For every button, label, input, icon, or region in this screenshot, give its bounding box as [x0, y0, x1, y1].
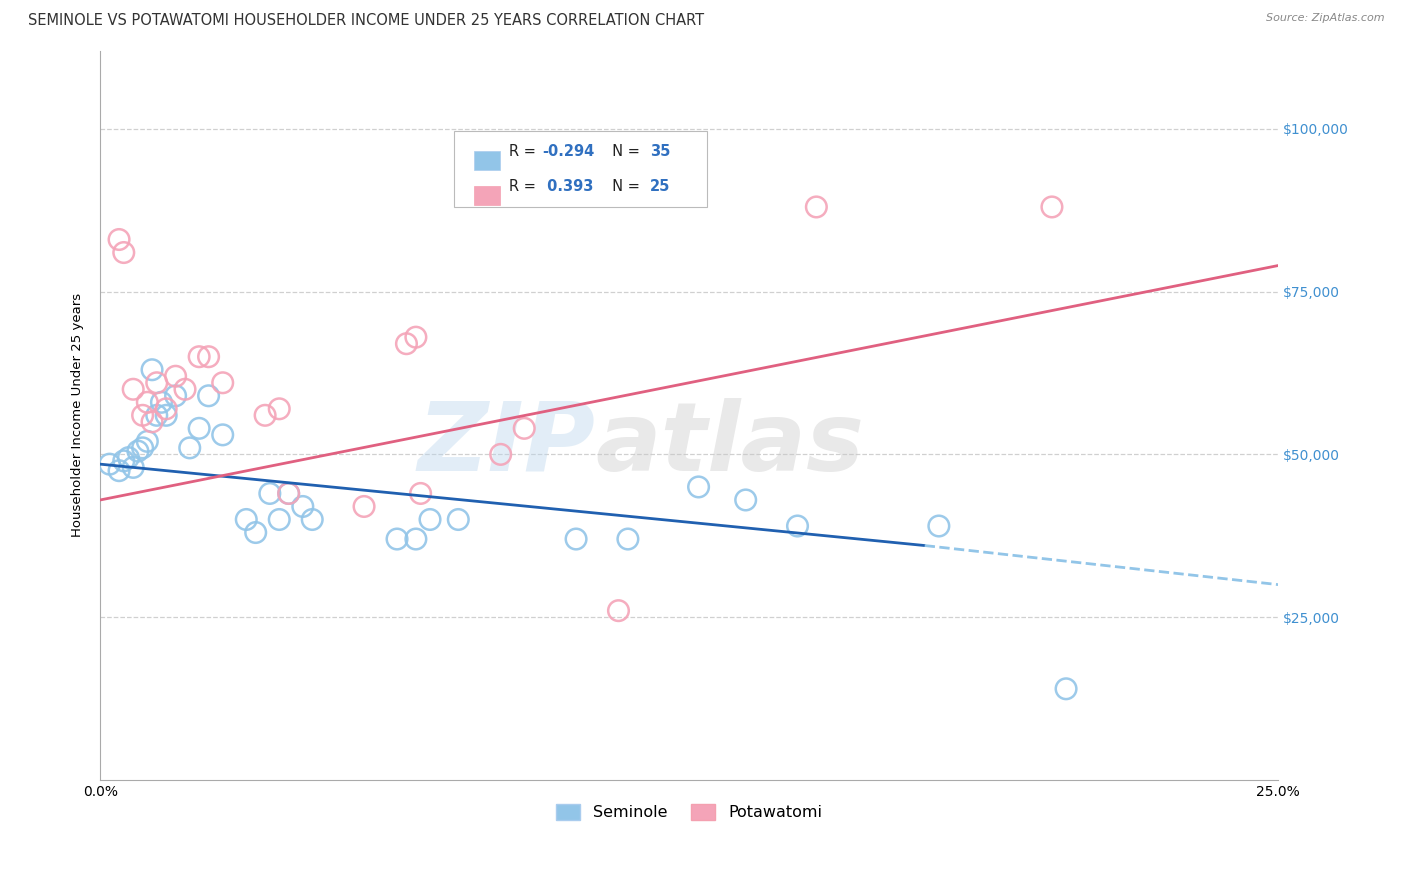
- Point: [112, 245, 135, 260]
- FancyBboxPatch shape: [474, 186, 499, 204]
- Point: [136, 395, 159, 409]
- Point: [179, 441, 201, 455]
- Point: [150, 395, 173, 409]
- Point: [786, 519, 808, 533]
- Point: [269, 512, 291, 526]
- Text: N =: N =: [603, 145, 645, 160]
- Point: [141, 415, 163, 429]
- Text: R =: R =: [509, 145, 540, 160]
- Text: SEMINOLE VS POTAWATOMI HOUSEHOLDER INCOME UNDER 25 YEARS CORRELATION CHART: SEMINOLE VS POTAWATOMI HOUSEHOLDER INCOM…: [28, 13, 704, 29]
- Point: [131, 441, 153, 455]
- Point: [131, 409, 153, 423]
- Point: [98, 457, 121, 471]
- Point: [928, 519, 950, 533]
- Point: [117, 450, 139, 465]
- Point: [197, 350, 219, 364]
- Point: [112, 454, 135, 468]
- Point: [617, 532, 640, 546]
- Point: [301, 512, 323, 526]
- Text: 35: 35: [651, 145, 671, 160]
- Point: [277, 486, 299, 500]
- Point: [513, 421, 536, 435]
- Point: [489, 447, 512, 461]
- Point: [165, 369, 187, 384]
- Point: [447, 512, 470, 526]
- Y-axis label: Householder Income Under 25 years: Householder Income Under 25 years: [72, 293, 84, 537]
- Point: [188, 350, 211, 364]
- Point: [122, 460, 145, 475]
- Text: 0.393: 0.393: [541, 179, 593, 194]
- Point: [136, 434, 159, 449]
- Point: [174, 382, 197, 396]
- Point: [291, 500, 314, 514]
- Point: [188, 421, 211, 435]
- Text: 25: 25: [651, 179, 671, 194]
- FancyBboxPatch shape: [474, 151, 499, 170]
- FancyBboxPatch shape: [454, 131, 707, 208]
- Point: [688, 480, 710, 494]
- Point: [277, 486, 299, 500]
- Point: [1054, 681, 1077, 696]
- Point: [211, 428, 233, 442]
- Point: [155, 401, 177, 416]
- Point: [734, 492, 756, 507]
- Point: [127, 444, 149, 458]
- Point: [145, 376, 167, 390]
- Text: N =: N =: [603, 179, 645, 194]
- Legend: Seminole, Potawatomi: Seminole, Potawatomi: [550, 797, 828, 827]
- Point: [145, 409, 167, 423]
- Point: [197, 389, 219, 403]
- Text: R =: R =: [509, 179, 540, 194]
- Point: [409, 486, 432, 500]
- Point: [419, 512, 441, 526]
- Point: [108, 233, 131, 247]
- Point: [806, 200, 828, 214]
- Point: [141, 363, 163, 377]
- Point: [395, 336, 418, 351]
- Point: [235, 512, 257, 526]
- Point: [211, 376, 233, 390]
- Point: [259, 486, 281, 500]
- Point: [607, 604, 630, 618]
- Text: atlas: atlas: [595, 398, 863, 491]
- Text: Source: ZipAtlas.com: Source: ZipAtlas.com: [1267, 13, 1385, 23]
- Point: [565, 532, 588, 546]
- Point: [353, 500, 375, 514]
- Text: ZIP: ZIP: [418, 398, 595, 491]
- Point: [108, 464, 131, 478]
- Point: [1040, 200, 1063, 214]
- Point: [155, 409, 177, 423]
- Point: [405, 330, 427, 344]
- Point: [122, 382, 145, 396]
- Point: [245, 525, 267, 540]
- Point: [165, 389, 187, 403]
- Point: [269, 401, 291, 416]
- Point: [254, 409, 277, 423]
- Point: [385, 532, 408, 546]
- Text: -0.294: -0.294: [541, 145, 595, 160]
- Point: [405, 532, 427, 546]
